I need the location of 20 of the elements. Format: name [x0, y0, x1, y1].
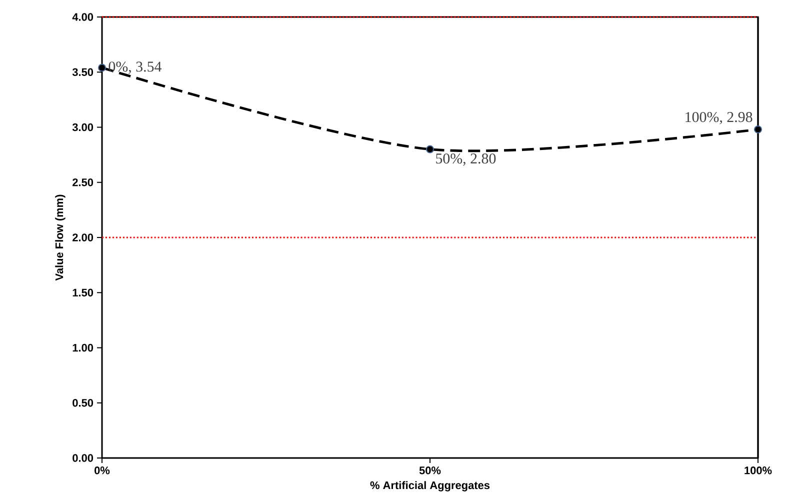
y-tick-label: 1.50 — [72, 288, 94, 296]
y-tick-label: 0.00 — [72, 454, 94, 462]
point — [754, 125, 762, 134]
data-label: 50%, 2.80 — [436, 153, 496, 166]
y-tick-label: 1.00 — [72, 344, 94, 352]
x-tick-label: 100% — [744, 466, 772, 474]
point — [426, 145, 434, 154]
y-tick-label: 4.00 — [72, 13, 94, 21]
y-axis-title: Value Flow (mm) — [55, 194, 66, 281]
x-axis-title: % Artificial Aggregates — [370, 481, 490, 492]
y-tick-label: 3.00 — [72, 123, 94, 132]
y-tick-label: 2.00 — [72, 234, 94, 242]
x-tick-label: 50% — [419, 466, 441, 474]
data-label: 0%, 3.54 — [108, 62, 162, 74]
data-label: 100%, 2.98 — [686, 112, 752, 124]
y-tick-label: 2.50 — [72, 178, 94, 186]
point — [98, 64, 106, 72]
x-tick-label: 0% — [94, 466, 110, 474]
y-tick-label: 3.50 — [72, 68, 94, 76]
y-tick-label: 0.50 — [72, 398, 94, 407]
